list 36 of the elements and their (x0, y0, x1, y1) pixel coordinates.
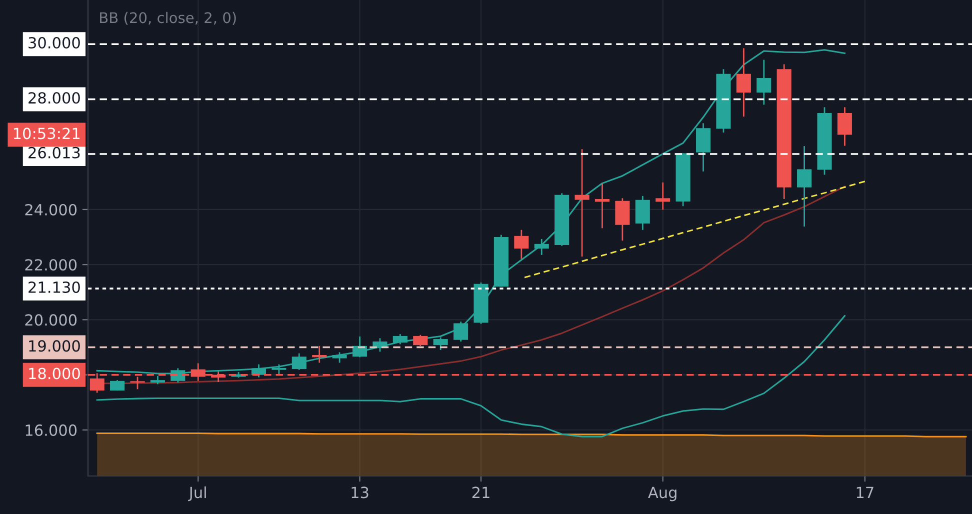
candlestick (352, 336, 368, 358)
candlestick (594, 182, 610, 229)
x-tick-label: Aug (648, 486, 676, 502)
ref-line-label: 21.130 (28, 281, 80, 294)
ref-line-label: 19.000 (29, 340, 80, 352)
candlestick (413, 334, 428, 347)
candlestick (756, 59, 772, 106)
candlestick (656, 182, 670, 210)
candlestick (312, 345, 327, 364)
y-tick-label: 16.000 (26, 424, 77, 436)
ref-line-label: 18.000 (29, 368, 80, 380)
ref-line-label: 26.013 (28, 146, 80, 158)
candlestick (635, 195, 650, 231)
ref-line-label: 28.000 (28, 92, 80, 104)
candlestick (736, 48, 751, 118)
x-tick-label: 17 (856, 486, 874, 498)
y-tick-label: 22.000 (25, 259, 77, 271)
candlestick (837, 106, 852, 146)
x-tick-label: 13 (352, 486, 368, 498)
candlestick (615, 197, 630, 242)
y-tick-label: 24.000 (25, 204, 77, 216)
candlestick (534, 238, 549, 256)
x-tick-label: Jul (188, 486, 206, 502)
ref-line-label: 30.000 (28, 36, 80, 49)
candlestick (454, 320, 468, 342)
candlestick (797, 145, 812, 228)
candlestick (332, 352, 347, 364)
candlestick (433, 336, 448, 351)
text: BB (20, close, 2, 0) (100, 12, 236, 25)
candlestick (514, 229, 529, 260)
candlestick (292, 352, 306, 371)
x-tick-label: 21 (472, 486, 490, 498)
candlestick (574, 148, 590, 258)
y-tick-label: 20.000 (25, 314, 77, 326)
text: 10:53:21 (14, 128, 80, 140)
candlestick (392, 333, 408, 345)
